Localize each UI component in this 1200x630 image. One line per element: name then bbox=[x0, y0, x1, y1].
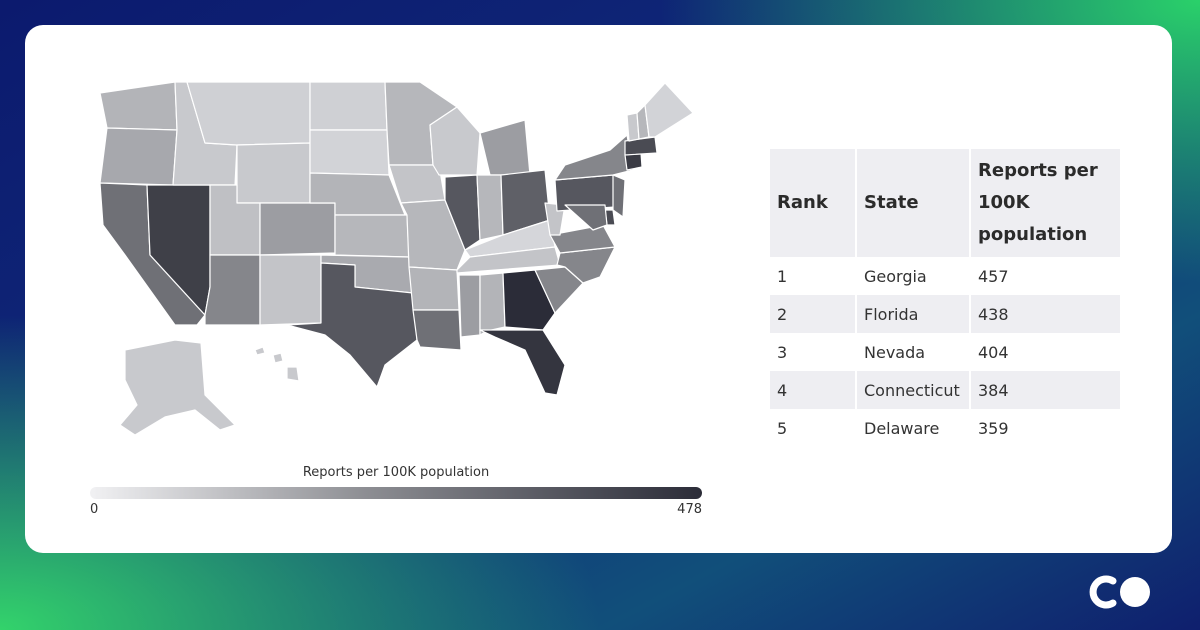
table-row: 4 Connecticut 384 bbox=[770, 371, 1120, 409]
state-wyoming bbox=[236, 142, 311, 204]
state-texas bbox=[286, 262, 418, 388]
column-header-rank: Rank bbox=[770, 149, 857, 257]
state-maine bbox=[644, 82, 694, 138]
rank-cell: 3 bbox=[770, 333, 857, 371]
column-header-state: State bbox=[856, 149, 971, 257]
state-maryland bbox=[564, 204, 608, 231]
state-cell: Nevada bbox=[856, 333, 971, 371]
value-cell: 438 bbox=[970, 295, 1120, 333]
rank-cell: 1 bbox=[770, 257, 857, 295]
us-choropleth-map bbox=[99, 81, 694, 436]
co-logo-icon bbox=[1089, 575, 1150, 609]
table-header-row: Rank State Reports per 100K population bbox=[770, 149, 1120, 257]
state-mississippi bbox=[458, 274, 481, 338]
state-louisiana bbox=[412, 309, 462, 351]
legend-color-bar bbox=[90, 487, 702, 499]
state-florida bbox=[479, 329, 566, 396]
table-row: 5 Delaware 359 bbox=[770, 409, 1120, 447]
state-new-jersey bbox=[612, 174, 626, 218]
table-row: 1 Georgia 457 bbox=[770, 257, 1120, 295]
state-kansas bbox=[334, 214, 410, 258]
column-header-reports: Reports per 100K population bbox=[970, 149, 1120, 257]
legend-max-label: 478 bbox=[677, 502, 702, 517]
value-cell: 404 bbox=[978, 342, 1009, 362]
state-south-dakota bbox=[309, 129, 390, 176]
table-row: 3 Nevada 404 bbox=[770, 333, 1120, 371]
state-hawaii bbox=[254, 346, 300, 382]
state-new-york bbox=[554, 134, 634, 181]
state-illinois bbox=[444, 174, 481, 251]
state-oregon bbox=[99, 127, 178, 186]
state-montana bbox=[186, 81, 311, 146]
state-alabama bbox=[479, 272, 506, 336]
value-cell: 384 bbox=[970, 371, 1120, 409]
state-cell: Florida bbox=[856, 295, 971, 333]
state-colorado bbox=[259, 202, 336, 256]
state-new-mexico bbox=[259, 254, 322, 326]
state-cell: Georgia bbox=[856, 257, 971, 295]
state-arkansas bbox=[408, 266, 460, 311]
rank-cell: 2 bbox=[770, 295, 857, 333]
state-tennessee bbox=[456, 246, 561, 274]
state-north-dakota bbox=[309, 81, 388, 131]
value-cell: 359 bbox=[978, 418, 1009, 438]
state-cell: Connecticut bbox=[856, 371, 971, 409]
state-indiana bbox=[476, 174, 504, 241]
state-connecticut bbox=[624, 152, 643, 171]
state-arizona bbox=[204, 254, 261, 326]
legend-title: Reports per 100K population bbox=[302, 465, 490, 480]
legend-min-label: 0 bbox=[90, 502, 99, 517]
state-alaska bbox=[119, 339, 236, 436]
content-card: Reports per 100K population 0 478 Rank S… bbox=[25, 25, 1172, 553]
state-washington bbox=[99, 81, 178, 131]
ranking-table: Rank State Reports per 100K population 1… bbox=[770, 149, 1120, 447]
rank-cell: 5 bbox=[770, 409, 857, 447]
state-georgia bbox=[502, 269, 556, 331]
state-virginia bbox=[549, 224, 616, 254]
value-cell: 457 bbox=[978, 266, 1009, 286]
state-michigan bbox=[479, 119, 531, 176]
table-row: 2 Florida 438 bbox=[770, 295, 1120, 333]
state-cell: Delaware bbox=[856, 409, 971, 447]
rank-cell: 4 bbox=[770, 371, 857, 409]
